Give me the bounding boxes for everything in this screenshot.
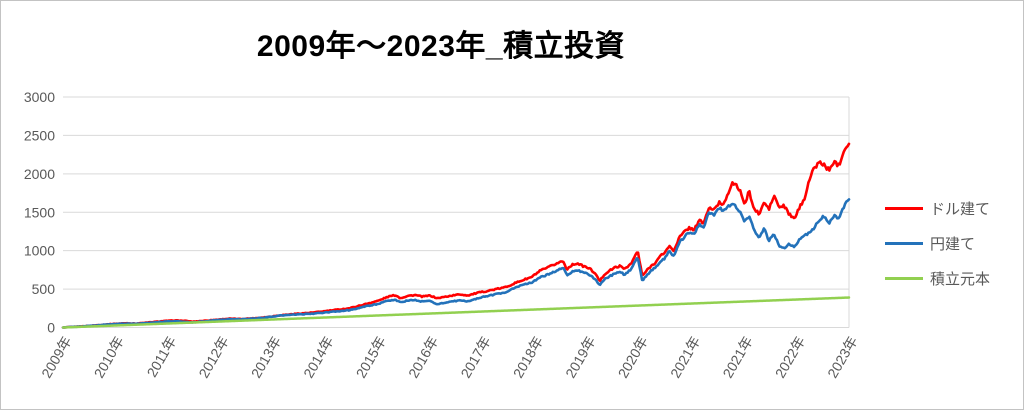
legend-swatch-2 (885, 276, 923, 280)
series-line-1 (61, 198, 851, 329)
x-tick-label: 2018年 (510, 334, 546, 381)
legend-label-1: 円建て (930, 235, 976, 253)
x-tick-label: 2019年 (562, 334, 598, 381)
x-tick-label: 2014年 (300, 334, 336, 381)
series-line-2 (61, 296, 851, 329)
y-tick-label: 1500 (24, 204, 55, 220)
x-tick-label: 2023年 (824, 334, 860, 381)
legend-label-0: ドル建て (930, 200, 991, 218)
chart-title: 2009年～2023年_積立投資 (256, 30, 626, 63)
x-tick-label: 2021年 (667, 334, 703, 381)
x-tick-label: 2012年 (195, 334, 231, 381)
chart-legend: ドル建て円建て積立元本 (885, 197, 990, 302)
y-tick-label: 500 (32, 281, 56, 297)
x-tick-label: 2016年 (405, 334, 441, 381)
x-tick-label: 2017年 (457, 334, 493, 381)
x-tick-label: 2010年 (91, 334, 127, 381)
y-tick-label: 1000 (24, 243, 55, 259)
y-tick-label: 3000 (24, 89, 55, 105)
x-tick-label: 2013年 (248, 334, 284, 381)
legend-item-0: ドル建て (885, 197, 990, 219)
x-tick-label: 2009年 (38, 334, 74, 381)
x-tick-label: 2022年 (772, 334, 808, 381)
legend-swatch-1 (885, 241, 923, 245)
legend-item-2: 積立元本 (885, 267, 990, 289)
y-tick-label: 2500 (24, 127, 55, 143)
legend-swatch-0 (885, 206, 923, 210)
y-tick-label: 0 (47, 320, 55, 336)
legend-item-1: 円建て (885, 232, 990, 254)
x-tick-label: 2020年 (615, 334, 651, 381)
legend-label-2: 積立元本 (930, 270, 991, 288)
y-tick-label: 2000 (24, 166, 55, 182)
x-tick-label: 2015年 (353, 334, 389, 381)
x-tick-label: 2011年 (143, 334, 179, 380)
x-tick-label: 2021年 (719, 334, 755, 381)
